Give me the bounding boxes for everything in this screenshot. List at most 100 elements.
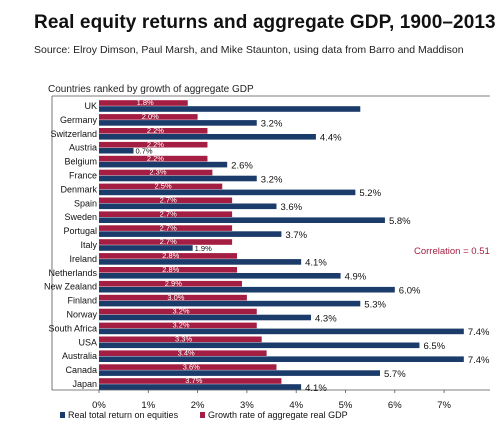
correlation-annotation: Correlation = 0.51 [414,246,490,257]
gdp-bar [99,336,262,343]
return-value-label: 4.4% [320,133,342,144]
return-value-label: 0.7% [136,147,153,156]
category-label: Japan [72,379,97,389]
gdp-value-label: 2.8% [162,265,179,274]
return-bar [99,314,311,321]
category-label: Germany [60,115,98,125]
chart-source: Source: Elroy Dimson, Paul Marsh, and Mi… [34,44,464,56]
gdp-bar [99,253,238,259]
return-bar [99,273,341,279]
return-value-label: 3.7% [285,230,307,241]
category-label: USA [78,337,97,347]
category-label: Denmark [60,184,97,194]
chart-title: Real equity returns and aggregate GDP, 1… [34,12,496,33]
correlation-value: 0.51 [471,246,490,257]
return-bar [99,161,228,168]
return-bar [99,259,302,265]
x-tick-label: 2% [191,400,205,411]
legend-swatch-gdp [200,412,205,418]
gdp-bar [99,294,247,301]
category-label: Italy [80,240,97,250]
return-bar [99,231,282,237]
category-label: Canada [65,365,97,375]
return-bar [99,328,464,335]
gdp-value-label: 2.7% [160,209,177,218]
category-label: UK [84,101,97,111]
gdp-bar [99,239,233,245]
category-label: Sweden [64,212,97,222]
gdp-value-label: 3.2% [172,321,189,330]
legend-swatch-returns [60,412,65,418]
gdp-bar [99,197,233,204]
return-value-label: 4.3% [315,313,337,324]
x-tick-label: 1% [141,400,155,411]
return-value-label: 5.3% [364,299,386,310]
gdp-bar [99,114,198,120]
category-label: Austria [69,143,97,153]
return-bar [99,120,257,126]
category-label: Finland [67,296,97,306]
return-bar [99,300,361,307]
gdp-bar [99,308,257,315]
category-label: Norway [66,310,97,320]
category-label: South Africa [48,323,97,333]
return-value-label: 7.4% [468,327,490,338]
gdp-bar [99,169,213,176]
gdp-value-label: 2.0% [142,112,159,121]
return-value-label: 1.9% [195,244,212,253]
gdp-value-label: 2.3% [149,168,166,177]
return-value-label: 3.2% [261,174,283,185]
category-label: Australia [62,351,97,361]
gdp-bar [99,128,208,134]
category-label: Portugal [63,226,97,236]
gdp-value-label: 2.8% [162,251,179,260]
gdp-bar [99,267,238,273]
category-label: New Zealand [44,282,97,292]
legend-label-gdp: Growth rate of aggregate real GDP [208,410,348,420]
gdp-value-label: 2.7% [160,196,177,205]
return-value-label: 3.6% [280,202,302,213]
return-bar [99,356,464,362]
category-label: Netherlands [48,268,97,278]
legend-label-returns: Real total return on equities [68,410,179,420]
correlation-label: Correlation = [414,246,469,257]
category-label: Switzerland [50,129,97,139]
return-value-label: 7.4% [468,355,490,366]
gdp-bar [99,141,208,148]
gdp-value-label: 2.2% [147,154,164,163]
gdp-value-label: 3.4% [178,348,195,357]
chart-subtitle: Countries ranked by growth of aggregate … [48,84,254,95]
gdp-value-label: 1.8% [137,98,154,107]
return-bar [99,106,361,112]
gdp-value-label: 3.3% [175,335,192,344]
x-tick-label: 5% [339,400,353,411]
return-value-label: 4.1% [305,383,327,394]
return-value-label: 5.7% [384,369,406,380]
gdp-bar [99,280,242,287]
gdp-bar [99,364,277,370]
x-tick-label: 4% [289,400,303,411]
return-value-label: 5.8% [389,216,411,227]
gdp-bar [99,350,267,356]
x-tick-label: 7% [437,400,451,411]
return-value-label: 4.9% [345,272,367,283]
category-label: Spain [74,198,97,208]
return-bar [99,147,134,154]
return-bar [99,217,385,223]
gdp-bar [99,378,282,384]
return-bar [99,189,356,196]
return-value-label: 5.2% [359,188,381,199]
return-bar [99,342,420,349]
gdp-bar [99,322,257,329]
x-tick-label: 0% [92,400,106,411]
gdp-value-label: 2.2% [147,140,164,149]
return-value-label: 6.5% [423,341,445,352]
gdp-value-label: 3.2% [172,307,189,316]
category-label: Belgium [64,157,97,167]
category-label: France [69,171,97,181]
gdp-value-label: 3.7% [185,376,202,385]
return-bar [99,370,381,376]
return-value-label: 6.0% [399,286,421,297]
gdp-value-label: 3.6% [183,362,200,371]
